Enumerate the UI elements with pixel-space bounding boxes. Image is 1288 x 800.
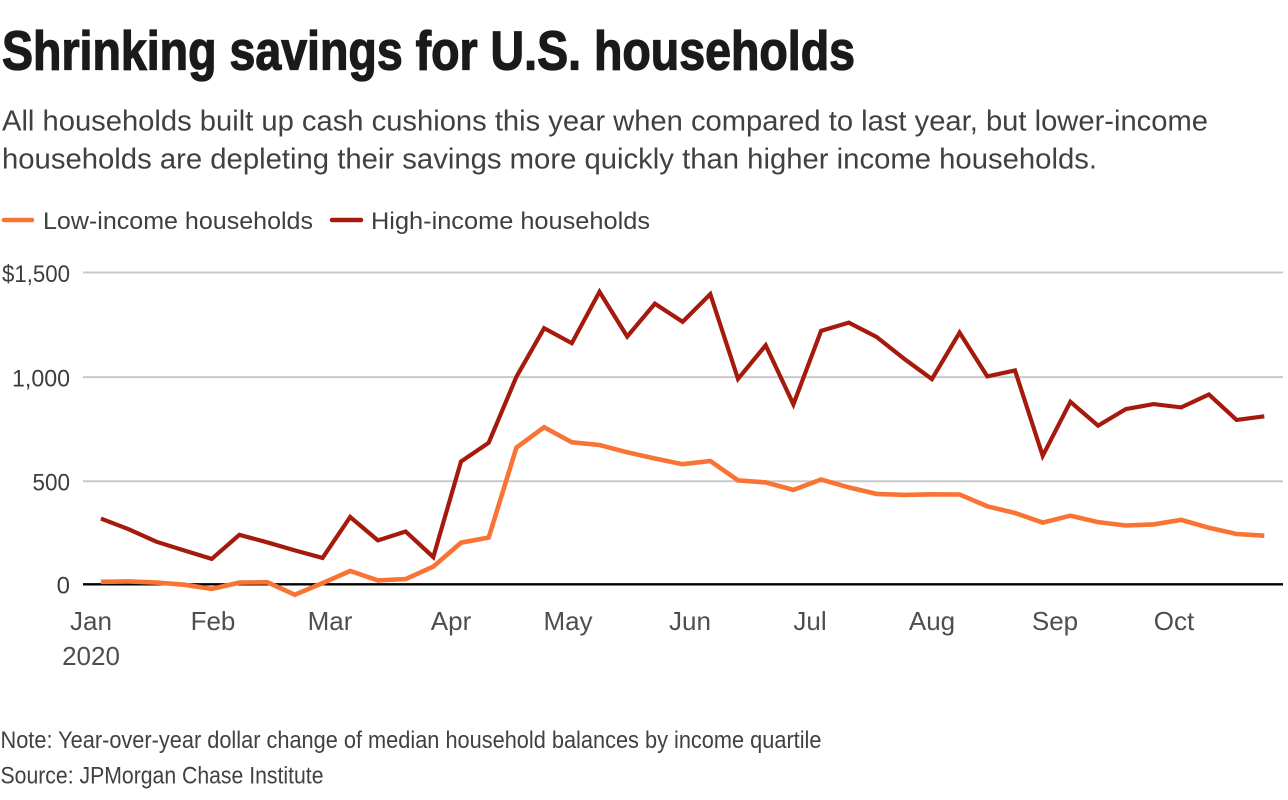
svg-text:High-income households: High-income households bbox=[371, 208, 650, 235]
svg-text:Shrinking savings for U.S. hou: Shrinking savings for U.S. households bbox=[2, 20, 855, 82]
svg-text:2020: 2020 bbox=[62, 641, 120, 671]
svg-text:households are depleting their: households are depleting their savings m… bbox=[2, 144, 1097, 176]
svg-text:May: May bbox=[543, 606, 592, 636]
svg-text:500: 500 bbox=[33, 470, 71, 497]
svg-text:Mar: Mar bbox=[308, 606, 353, 636]
svg-text:Jan: Jan bbox=[70, 606, 112, 636]
svg-text:Feb: Feb bbox=[191, 606, 236, 636]
svg-text:Oct: Oct bbox=[1154, 606, 1195, 636]
svg-text:Apr: Apr bbox=[431, 606, 472, 636]
svg-text:0: 0 bbox=[57, 573, 70, 600]
svg-text:All households built up cash c: All households built up cash cushions th… bbox=[2, 106, 1208, 138]
svg-text:Note: Year-over-year dollar ch: Note: Year-over-year dollar change of me… bbox=[1, 727, 822, 754]
svg-text:Aug: Aug bbox=[909, 606, 955, 636]
svg-text:Low-income households: Low-income households bbox=[43, 208, 313, 235]
svg-text:Jul: Jul bbox=[793, 606, 826, 636]
svg-text:Source: JPMorgan Chase Institu: Source: JPMorgan Chase Institute bbox=[1, 763, 324, 790]
svg-text:1,000: 1,000 bbox=[12, 365, 70, 392]
svg-text:Sep: Sep bbox=[1032, 606, 1078, 636]
svg-text:$1,500: $1,500 bbox=[2, 261, 70, 288]
svg-text:Jun: Jun bbox=[669, 606, 711, 636]
